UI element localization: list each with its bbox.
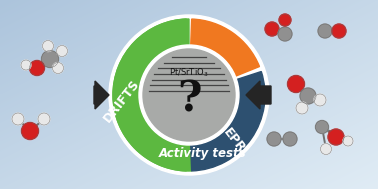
Circle shape: [318, 24, 332, 38]
Circle shape: [53, 63, 64, 74]
Circle shape: [29, 60, 45, 75]
Circle shape: [109, 15, 269, 175]
Text: ?: ?: [177, 79, 201, 121]
Circle shape: [143, 49, 235, 141]
Circle shape: [139, 45, 239, 145]
Circle shape: [267, 132, 281, 146]
Circle shape: [300, 88, 316, 104]
Wedge shape: [113, 19, 192, 171]
Circle shape: [296, 102, 308, 114]
Circle shape: [22, 122, 39, 139]
Wedge shape: [189, 19, 259, 95]
Circle shape: [42, 40, 54, 51]
Circle shape: [42, 50, 59, 67]
Text: Pt/SrTiO$_3$: Pt/SrTiO$_3$: [169, 67, 209, 79]
Circle shape: [316, 121, 328, 133]
Circle shape: [278, 27, 292, 41]
Text: DRIFTS: DRIFTS: [101, 77, 142, 124]
Circle shape: [328, 129, 344, 145]
Circle shape: [265, 22, 279, 36]
Circle shape: [279, 14, 291, 26]
Circle shape: [12, 113, 24, 125]
Wedge shape: [189, 71, 265, 171]
Circle shape: [343, 136, 353, 146]
Wedge shape: [113, 19, 189, 171]
FancyArrow shape: [94, 81, 109, 109]
Circle shape: [321, 143, 332, 154]
Circle shape: [314, 94, 326, 106]
Text: EPR: EPR: [221, 126, 248, 155]
Circle shape: [21, 60, 31, 70]
Circle shape: [288, 75, 305, 92]
FancyArrow shape: [246, 81, 271, 109]
Circle shape: [332, 24, 346, 38]
Text: Activity tests: Activity tests: [159, 146, 247, 160]
Circle shape: [38, 113, 50, 125]
Circle shape: [283, 132, 297, 146]
Circle shape: [56, 46, 68, 57]
